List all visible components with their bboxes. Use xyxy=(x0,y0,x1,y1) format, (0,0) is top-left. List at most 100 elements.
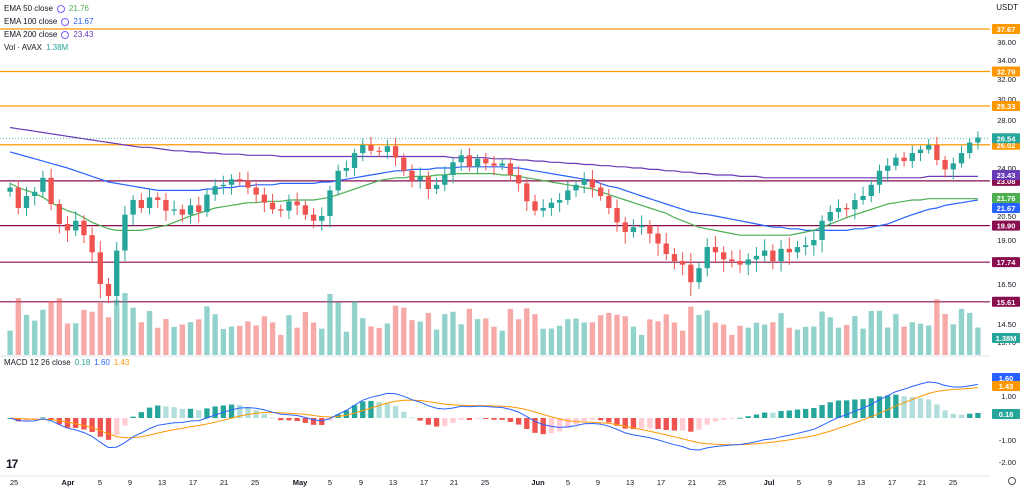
macd-hist-bar xyxy=(844,400,850,418)
candle-body xyxy=(893,157,899,166)
candle-body xyxy=(483,158,489,164)
candle-body xyxy=(926,145,932,150)
macd-hist-bar xyxy=(89,418,95,432)
gear-icon[interactable] xyxy=(56,5,65,13)
candle-body xyxy=(917,149,924,154)
volume-bar xyxy=(196,319,202,355)
candle-body xyxy=(524,183,530,202)
candle-body xyxy=(32,191,38,196)
x-tick-12: 17 xyxy=(420,478,428,487)
candle-body xyxy=(253,187,259,195)
candle-body xyxy=(548,202,555,208)
macd-hist-bar xyxy=(220,405,227,418)
candle-body xyxy=(458,155,464,163)
macd-hist-bar xyxy=(245,407,251,418)
legend-ema50-label: EMA 50 close xyxy=(4,4,53,13)
volume-bar xyxy=(926,325,932,355)
level-badge-label-0: 37.67 xyxy=(997,25,1016,34)
candle-body xyxy=(565,190,571,200)
ema-badge-label-0: 23.43 xyxy=(997,171,1016,180)
x-tick-26: 17 xyxy=(888,478,896,487)
legend-volume[interactable]: Vol · AVAX 1.38M xyxy=(4,43,68,53)
gear-icon[interactable] xyxy=(61,31,70,39)
currency-label[interactable]: USDT xyxy=(996,3,1018,12)
macd-tick-1: -1.00 xyxy=(999,436,1016,445)
candle-body xyxy=(515,175,522,184)
candle-body xyxy=(958,153,965,164)
macd-hist-bar xyxy=(696,418,702,430)
legend-ema200[interactable]: EMA 200 close 23.43 xyxy=(4,30,93,40)
candle-body xyxy=(860,196,866,200)
macd-hist-bar xyxy=(671,418,678,431)
macd-hist-bar xyxy=(286,418,292,421)
volume-bar xyxy=(507,308,514,355)
volume-bar xyxy=(466,308,473,355)
gear-icon[interactable] xyxy=(61,18,70,26)
macd-hist-bar xyxy=(876,396,883,418)
volume-bar xyxy=(614,314,620,355)
x-tick-11: 13 xyxy=(389,478,397,487)
volume-bar xyxy=(433,329,440,355)
candle-body xyxy=(934,145,940,160)
candle-body xyxy=(97,252,103,284)
candle-body xyxy=(778,248,784,262)
volume-badge xyxy=(992,333,1020,343)
macd-badge-label-2: 0.18 xyxy=(999,410,1014,419)
legend-ema50[interactable]: EMA 50 close 21.76 xyxy=(4,4,89,14)
macd-hist-bar xyxy=(540,418,546,435)
macd-hist-bar xyxy=(499,418,505,420)
candle-body xyxy=(319,216,325,221)
macd-hist-bar xyxy=(745,416,751,418)
macd-hist-bar xyxy=(163,406,169,418)
macd-hist-bar xyxy=(351,405,358,418)
volume-bar xyxy=(81,309,87,355)
volume-bar xyxy=(491,326,497,355)
macd-hist-bar xyxy=(15,418,21,422)
candle-body xyxy=(73,220,79,231)
volume-bar xyxy=(15,298,21,355)
legend-macd[interactable]: MACD 12 26 close 0.18 1.60 1.43 xyxy=(4,358,129,368)
macd-hist-bar xyxy=(327,418,333,421)
settings-icon[interactable] xyxy=(1008,477,1016,485)
macd-hist-bar xyxy=(237,404,243,418)
level-layer xyxy=(0,28,990,303)
legend-ema50-value: 21.76 xyxy=(68,4,89,13)
x-tick-28: 25 xyxy=(949,478,957,487)
macd-hist-bar xyxy=(204,408,210,418)
macd-hist-bar xyxy=(212,406,218,418)
candle-body xyxy=(401,157,407,171)
candle-body xyxy=(835,208,842,212)
volume-bar xyxy=(114,300,120,355)
volume-bar xyxy=(679,330,686,355)
volume-bar xyxy=(770,322,776,355)
x-tick-15: Jun xyxy=(531,478,545,487)
volume-bar xyxy=(860,328,866,355)
volume-bar xyxy=(220,328,227,355)
volume-bar xyxy=(253,325,259,355)
candle-body xyxy=(155,197,161,200)
candle-body xyxy=(409,170,415,181)
x-tick-13: 21 xyxy=(450,478,458,487)
volume-bar xyxy=(89,311,95,355)
volume-bar xyxy=(638,334,645,355)
macd-hist-bar xyxy=(901,396,907,418)
candle-body xyxy=(909,153,915,162)
macd-hist-bar xyxy=(934,404,940,418)
candle-body xyxy=(622,222,628,232)
volume-bar xyxy=(663,314,669,355)
macd-hist-bar xyxy=(565,418,571,429)
macd-hist-bar xyxy=(401,411,407,418)
x-tick-6: 21 xyxy=(220,478,228,487)
macd-hist-bar xyxy=(720,418,727,420)
volume-bar xyxy=(343,331,350,355)
volume-bar xyxy=(589,322,596,355)
candle-body xyxy=(663,243,669,255)
volume-bar xyxy=(269,322,276,355)
volume-bar xyxy=(319,328,325,355)
legend-ema100[interactable]: EMA 100 close 21.67 xyxy=(4,17,93,27)
level-badge-5 xyxy=(992,220,1020,231)
candle-body xyxy=(360,145,366,154)
volume-bar xyxy=(351,301,358,355)
candle-body xyxy=(417,176,423,181)
